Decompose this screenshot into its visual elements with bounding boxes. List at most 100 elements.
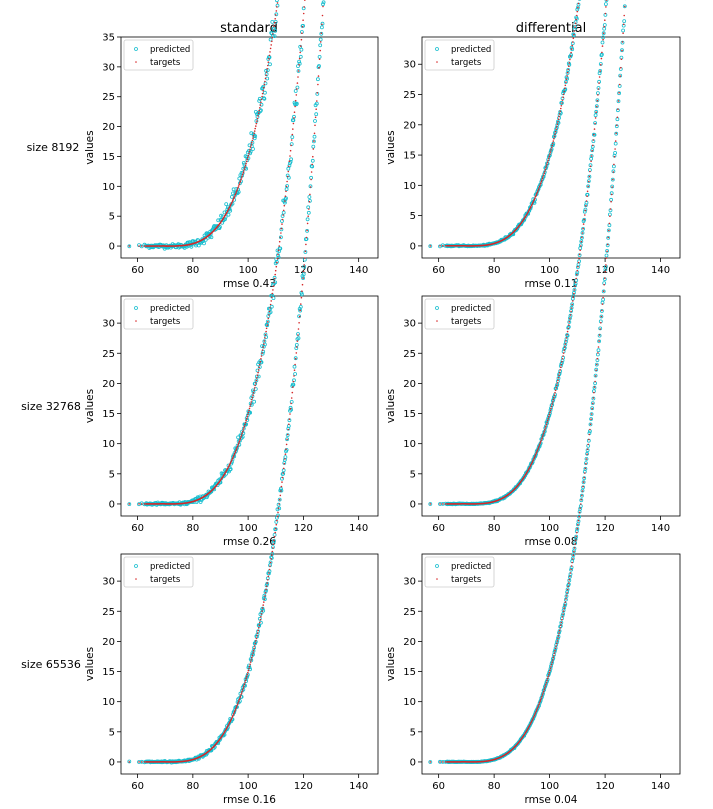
target-point <box>276 2 279 4</box>
target-point <box>232 714 234 717</box>
target-point <box>281 218 284 221</box>
predicted-point <box>308 184 313 189</box>
y-tick-label: 15 <box>102 667 115 678</box>
target-point <box>598 76 601 78</box>
predicted-point <box>257 616 262 621</box>
predicted-point <box>581 480 586 485</box>
target-point <box>612 171 615 173</box>
target-point <box>590 413 593 415</box>
target-point <box>244 681 246 684</box>
target-point <box>552 398 555 401</box>
target-point <box>571 303 573 306</box>
target-point <box>263 343 265 345</box>
target-point <box>617 108 619 110</box>
target-point <box>228 465 230 467</box>
target-point <box>573 33 575 36</box>
target-point <box>582 223 585 225</box>
predicted-point <box>264 335 269 340</box>
predicted-point <box>268 62 272 67</box>
predicted-point <box>593 121 597 125</box>
target-point <box>232 197 235 200</box>
target-point <box>540 439 543 441</box>
target-point <box>253 647 255 650</box>
predicted-point <box>272 34 277 38</box>
predicted-point <box>551 141 556 146</box>
target-point <box>548 157 550 159</box>
target-point <box>536 707 539 710</box>
target-point <box>531 460 534 463</box>
target-point <box>566 334 568 336</box>
target-point <box>263 598 266 600</box>
target-point <box>247 156 249 159</box>
predicted-point <box>262 96 267 101</box>
target-point <box>291 133 294 136</box>
target-point <box>297 334 299 336</box>
target-point <box>233 710 236 713</box>
y-axis-label: values <box>385 389 397 423</box>
target-point <box>303 264 306 266</box>
predicted-point <box>299 292 304 297</box>
target-point <box>291 391 294 394</box>
target-point <box>530 720 533 723</box>
target-point <box>241 430 244 433</box>
target-point <box>256 377 258 379</box>
x-tick-label: 120 <box>294 781 313 792</box>
target-point <box>545 423 548 426</box>
target-point <box>273 281 275 284</box>
predicted-point <box>269 31 274 35</box>
target-point <box>564 87 566 90</box>
predicted-point <box>588 422 593 427</box>
target-point <box>444 503 447 505</box>
legend-predicted-label: predicted <box>451 304 491 314</box>
target-point <box>533 199 535 202</box>
target-point <box>605 0 608 1</box>
target-point <box>231 457 234 460</box>
target-point <box>244 421 247 424</box>
target-point <box>593 386 596 388</box>
target-point <box>549 669 551 672</box>
x-tick-label: 60 <box>131 523 144 534</box>
target-point <box>549 153 551 155</box>
target-point <box>266 324 269 326</box>
y-tick-label: 30 <box>403 577 416 588</box>
target-point <box>290 402 292 405</box>
predicted-point <box>313 119 317 123</box>
target-point <box>576 10 579 13</box>
y-axis-label: values <box>84 647 96 681</box>
predicted-point <box>297 59 302 64</box>
target-point <box>314 124 316 127</box>
x-tick-label: 100 <box>540 523 559 534</box>
predicted-point <box>314 112 319 117</box>
predicted-point <box>606 235 611 240</box>
target-point <box>610 200 612 203</box>
target-point <box>258 624 261 626</box>
target-point <box>573 550 575 553</box>
target-point <box>238 183 241 186</box>
predicted-point <box>622 19 627 24</box>
target-point <box>313 140 315 142</box>
predicted-point <box>594 367 599 372</box>
target-point <box>143 503 146 505</box>
y-tick-label: 30 <box>102 62 115 73</box>
target-point <box>544 429 546 431</box>
target-point <box>236 703 239 706</box>
target-point <box>532 459 535 461</box>
target-point <box>277 249 280 251</box>
target-point <box>558 113 561 115</box>
predicted-point <box>273 527 278 531</box>
predicted-point <box>296 69 301 73</box>
target-point <box>231 201 233 204</box>
target-point <box>577 265 579 268</box>
predicted-point <box>270 19 275 24</box>
target-point <box>267 321 269 323</box>
predicted-point <box>579 498 584 503</box>
predicted-point <box>257 365 262 369</box>
target-point <box>570 307 573 309</box>
target-point <box>250 401 253 403</box>
predicted-point <box>314 101 319 106</box>
target-point <box>241 175 243 177</box>
target-point <box>304 0 306 1</box>
target-point <box>278 240 281 243</box>
target-point <box>275 265 278 268</box>
